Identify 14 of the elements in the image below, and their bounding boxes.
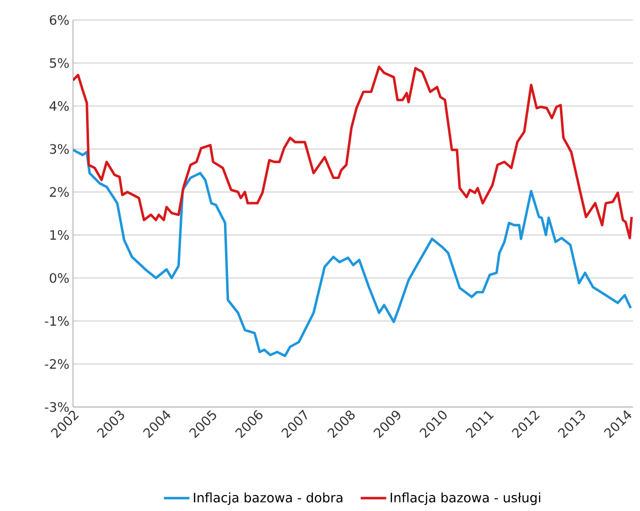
y-tick-label: -1% [44,316,69,326]
line-series [73,148,632,358]
y-tick-label: 4% [50,101,69,111]
line-series [73,66,633,240]
y-tick-label: 1% [50,230,69,240]
y-tick-label: 6% [50,15,69,25]
y-tick-label: -2% [44,359,69,369]
y-tick-label: 3% [50,144,69,154]
legend-label: Inflacja bazowa - dobra [194,492,342,505]
y-tick-label: 2% [50,187,69,197]
y-tick-label: 5% [50,58,69,68]
y-tick-label: -3% [44,402,69,412]
y-tick-label: 0% [50,273,69,283]
legend-label: Inflacja bazowa - usługi [390,492,540,505]
